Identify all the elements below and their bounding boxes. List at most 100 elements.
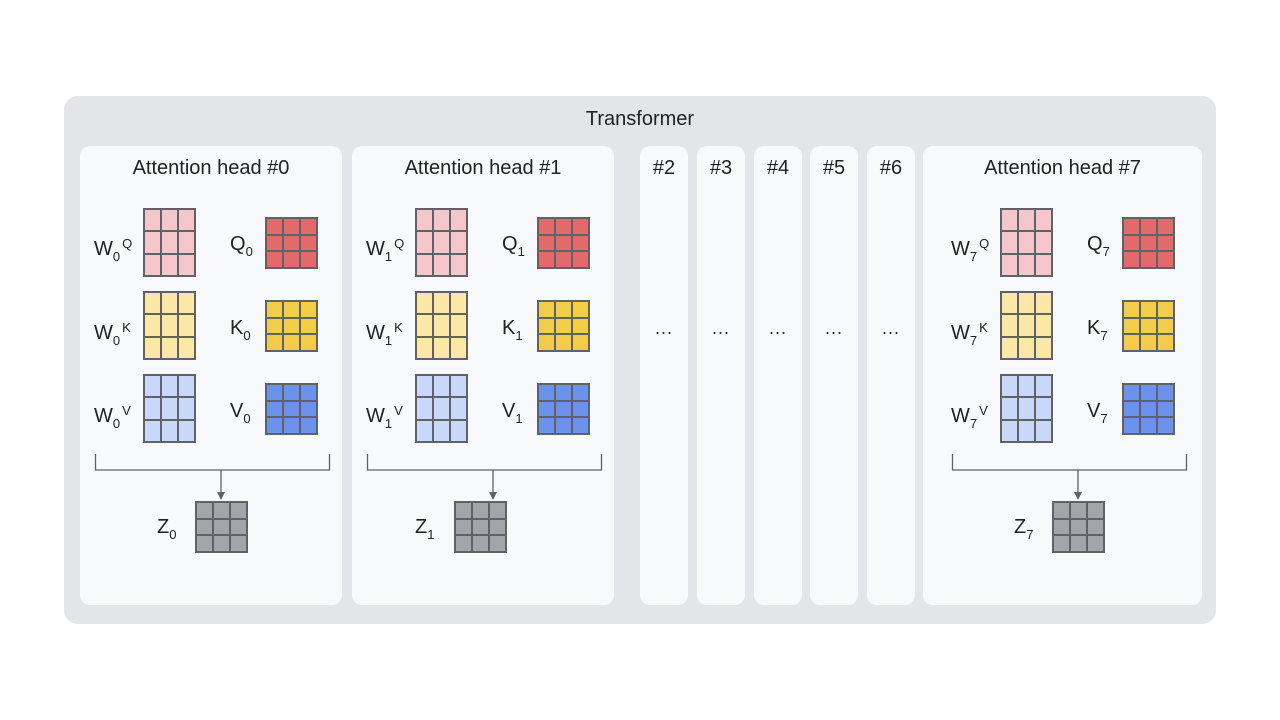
merge-bracket [951,454,1188,500]
grid-cell [1035,253,1052,276]
w-v-label-symbol: W [951,405,970,427]
grid-cell [538,301,555,318]
grid-cell [300,218,317,235]
grid-cell [300,301,317,318]
z-label: Z1 [415,515,434,547]
grid-cell [1018,419,1035,442]
w-q-label-symbol: W [366,238,385,260]
v-label: V7 [1087,399,1108,431]
grid-cell [144,419,161,442]
grid-cell [416,253,433,276]
collapsed-head-panel: #3... [697,146,745,605]
grid-cell [144,292,161,315]
v-label-symbol: V [1087,400,1101,422]
z-label-index: 0 [169,527,177,542]
grid-cell [450,336,467,359]
grid-cell [144,253,161,276]
grid-cell [1018,314,1035,337]
w-v-label: W1V [366,399,403,436]
grid-cell [433,231,450,254]
q-matrix [265,217,318,269]
grid-cell [416,292,433,315]
z-label-index: 1 [427,527,435,542]
grid-cell [450,375,467,398]
k-label: K0 [230,316,251,348]
grid-cell [538,317,555,335]
grid-cell [213,518,230,536]
grid-cell [283,251,300,268]
grid-cell [161,336,178,359]
k-label-index: 1 [515,328,523,343]
bracket-line [951,454,1188,471]
w-k-label-index: 7 [969,333,978,348]
w-k-label-index: 0 [112,333,121,348]
grid-cell [572,218,589,235]
attention-head-title: Attention head #7 [984,157,1141,179]
grid-cell [1001,314,1018,337]
w-k-label-superscript: K [979,320,988,335]
w-q-label: W0Q [94,232,132,269]
grid-cell [1123,384,1140,401]
grid-cell [416,336,433,359]
grid-cell [555,317,572,335]
collapsed-head-label: #6 [879,157,903,179]
grid-cell [433,209,450,232]
grid-cell [433,375,450,398]
w-k-label: W7K [951,316,988,353]
v-label-symbol: V [230,400,244,422]
grid-cell [1001,231,1018,254]
w-q-matrix [1000,208,1053,277]
grid-cell [1157,251,1174,268]
grid-cell [555,334,572,351]
grid-cell [489,535,506,552]
q-label-index: 1 [517,244,525,259]
ellipsis: ... [768,318,787,338]
v-label-index: 7 [1100,411,1108,426]
w-k-matrix [143,291,196,360]
grid-cell [266,384,283,401]
grid-cell [416,397,433,420]
arrow-head-icon [217,492,225,500]
collapsed-head-label: #4 [766,157,790,179]
grid-cell [555,384,572,401]
merge-bracket [366,454,603,500]
grid-cell [489,518,506,536]
grid-cell [213,535,230,552]
grid-cell [1035,209,1052,232]
grid-cell [1123,334,1140,351]
grid-cell [266,400,283,418]
w-k-label: W1K [366,316,403,353]
grid-cell [283,301,300,318]
grid-cell [433,292,450,315]
w-v-label-symbol: W [366,405,385,427]
grid-cell [416,375,433,398]
w-v-label: W0V [94,399,131,436]
v-matrix [1122,383,1175,435]
grid-cell [300,251,317,268]
grid-cell [1053,502,1070,519]
grid-cell [455,535,472,552]
grid-cell [283,218,300,235]
v-label: V1 [502,399,523,431]
grid-cell [1035,375,1052,398]
grid-cell [572,251,589,268]
grid-cell [1087,518,1104,536]
grid-cell [1140,384,1157,401]
collapsed-head-panel: #2... [640,146,688,605]
grid-cell [538,234,555,252]
collapsed-head-label: #3 [709,157,733,179]
grid-cell [555,234,572,252]
grid-cell [416,231,433,254]
grid-cell [161,292,178,315]
grid-cell [1123,218,1140,235]
q-label: Q7 [1087,232,1110,264]
grid-cell [178,253,195,276]
q-matrix [1122,217,1175,269]
grid-cell [1157,400,1174,418]
w-q-label-index: 0 [112,249,121,264]
grid-cell [538,218,555,235]
grid-cell [1035,292,1052,315]
w-q-label-superscript: Q [122,236,133,251]
grid-cell [1001,397,1018,420]
grid-cell [1157,218,1174,235]
